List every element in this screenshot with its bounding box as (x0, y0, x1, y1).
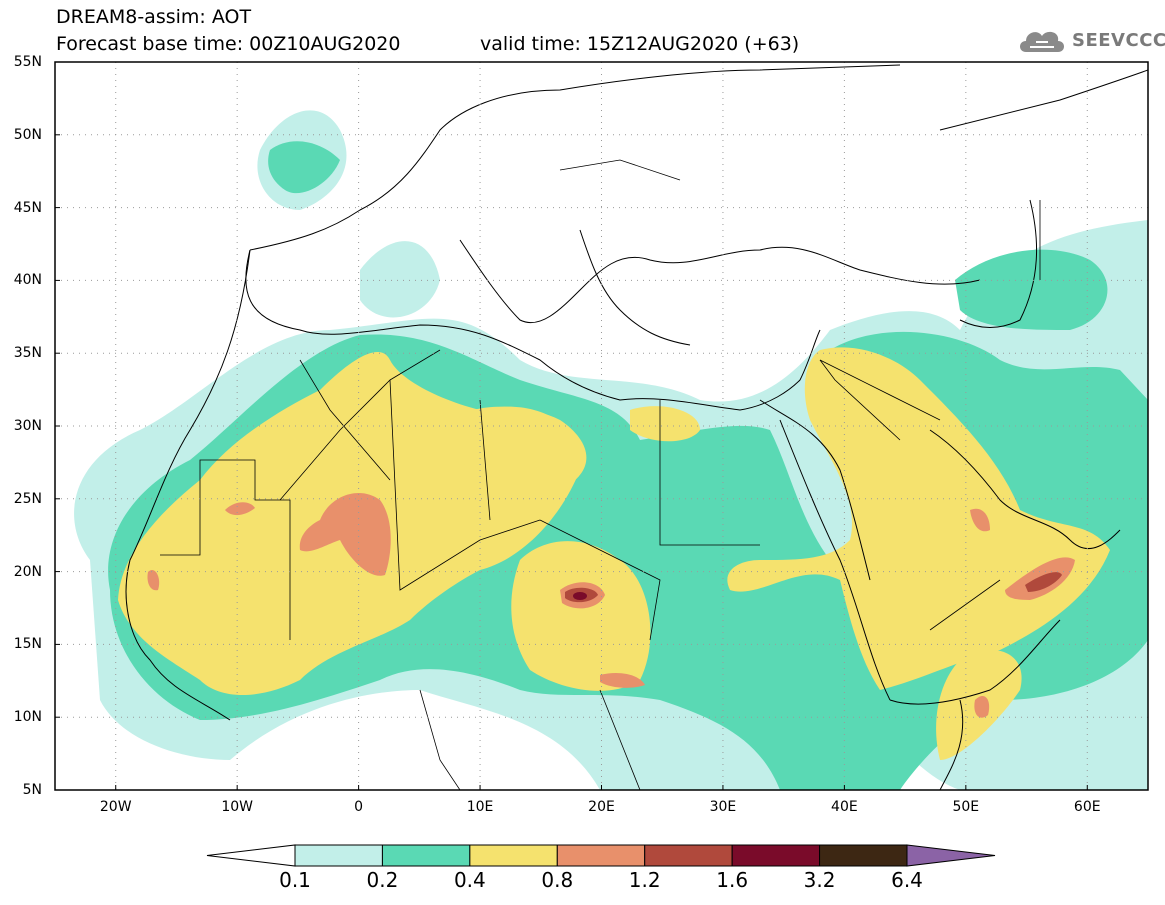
lat-label: 25N (13, 490, 42, 507)
lon-label: 20W (99, 799, 132, 815)
lat-label: 45N (13, 199, 42, 216)
coastlines (125, 64, 1148, 790)
colorbar-swatch (556, 844, 646, 867)
colorbar-level-label: 0.2 (366, 868, 399, 892)
colorbar-level-label: 6.4 (891, 868, 923, 892)
lon-label: 30E (709, 799, 737, 815)
aot-band-1.6 (573, 592, 587, 600)
colorbar-low-triangle (206, 844, 296, 867)
colorbar-level-label: 0.4 (453, 868, 486, 892)
logo-text: SEEVCCC (1072, 30, 1165, 51)
aot-band-0.4 (118, 347, 1110, 760)
map-title: DREAM8-assim: AOT (56, 6, 252, 28)
gridlines (55, 62, 1148, 790)
lat-label: 10N (13, 709, 42, 726)
cloud-icon (1020, 31, 1064, 52)
colorbar-swatch (644, 844, 733, 867)
lat-label: 50N (13, 126, 42, 143)
lat-label: 15N (13, 636, 42, 653)
lon-label: 60E (1073, 799, 1101, 815)
colorbar-swatch (731, 844, 821, 867)
colorbar-swatch (819, 844, 908, 867)
lon-label: 0 (354, 799, 364, 815)
colorbar-level-label: 1.6 (716, 868, 749, 892)
lon-label: 40E (831, 799, 858, 815)
lat-label: 40N (13, 272, 42, 289)
seevccc-logo: SEEVCCC (1016, 24, 1165, 58)
colorbar-high-triangle (906, 844, 996, 867)
colorbar-swatch (469, 844, 558, 867)
colorbar-swatch (294, 844, 383, 867)
lat-label: 55N (13, 54, 42, 70)
lon-label: 50E (952, 799, 980, 815)
lat-label: 20N (13, 563, 42, 580)
borders (160, 159, 1041, 790)
colorbar-level-label: 0.1 (279, 868, 311, 892)
lat-label: 30N (13, 418, 42, 434)
colorbar-level-label: 3.2 (803, 868, 836, 892)
valid-time: valid time: 15Z12AUG2020 (+63) (480, 33, 800, 55)
colorbar-level-label: 1.2 (628, 868, 661, 892)
lat-label: 35N (13, 345, 42, 362)
forecast-base-time: Forecast base time: 00Z10AUG2020 (56, 33, 401, 55)
lon-label: 20E (588, 799, 615, 815)
lon-label: 10E (466, 799, 494, 815)
colorbar-level-label: 0.8 (541, 868, 574, 892)
lat-label: 5N (22, 782, 42, 798)
colorbar-swatch (381, 844, 471, 867)
lon-label: 10W (221, 799, 253, 815)
